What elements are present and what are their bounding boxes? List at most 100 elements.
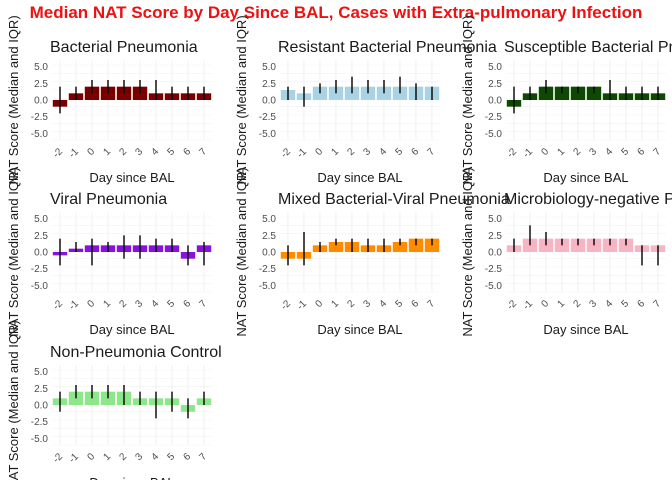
x-tick-label: 3 <box>133 298 145 310</box>
panel-title: Resistant Bacterial Pneumonia <box>278 39 497 56</box>
y-axis-title: NAT Score (Median and IQR) <box>460 15 475 184</box>
x-axis-title: Day since BAL <box>89 170 174 185</box>
x-tick-label: -2 <box>279 146 293 160</box>
x-tick-label: -2 <box>51 298 65 312</box>
y-tick-label: -2.5 <box>31 112 49 123</box>
x-tick-label: 0 <box>313 298 325 310</box>
y-tick-label: -5.0 <box>31 129 49 140</box>
y-tick-label: -5.0 <box>259 281 277 292</box>
x-tick-label: 6 <box>409 298 421 310</box>
x-tick-label: 1 <box>329 298 341 310</box>
x-tick-label: 7 <box>425 298 437 310</box>
x-tick-label: 7 <box>651 298 663 310</box>
x-tick-label: -2 <box>279 298 293 312</box>
grid <box>52 365 212 446</box>
x-tick-label: 5 <box>165 298 177 310</box>
x-tick-label: 2 <box>571 298 583 310</box>
x-axis-title: Day since BAL <box>543 322 628 337</box>
x-tick-label: 3 <box>361 146 373 158</box>
x-tick-label: -2 <box>505 146 519 160</box>
x-tick-label: 6 <box>635 298 647 310</box>
x-tick-label: -1 <box>521 146 535 160</box>
y-tick-label: -5.0 <box>31 281 49 292</box>
x-tick-label: -2 <box>51 146 65 160</box>
x-tick-label: -1 <box>67 298 81 312</box>
y-tick-label: -2.5 <box>31 417 49 428</box>
y-axis-title: NAT Score (Median and IQR) <box>6 320 21 480</box>
x-tick-label: -2 <box>51 451 65 465</box>
x-tick-label: 7 <box>197 146 209 158</box>
panel-title: Viral Pneumonia <box>50 191 167 208</box>
x-tick-label: 5 <box>393 298 405 310</box>
panel-title: Susceptible Bacterial Pneumonia <box>504 39 672 56</box>
y-tick-label: 5.0 <box>262 62 276 73</box>
x-tick-label: 7 <box>197 298 209 310</box>
y-tick-label: 5.0 <box>34 367 48 378</box>
y-axis-title: NAT Score (Median and IQR) <box>234 167 249 336</box>
x-tick-label: 4 <box>603 146 615 158</box>
x-tick-label: 1 <box>101 146 113 158</box>
x-tick-label: 2 <box>117 298 129 310</box>
bar <box>602 238 618 252</box>
bar <box>570 238 586 252</box>
y-tick-label: -2.5 <box>485 264 503 275</box>
x-tick-label: 1 <box>555 146 567 158</box>
x-tick-label: 5 <box>619 298 631 310</box>
y-tick-label: 0.0 <box>262 248 276 259</box>
y-tick-label: 0.0 <box>34 248 48 259</box>
bar <box>522 238 538 252</box>
x-tick-label: 5 <box>165 451 177 463</box>
x-tick-label: 6 <box>635 146 647 158</box>
y-tick-label: 5.0 <box>488 214 502 225</box>
grid <box>280 60 440 141</box>
y-tick-label: 0.0 <box>34 401 48 412</box>
y-tick-label: -5.0 <box>485 129 503 140</box>
bar <box>554 238 570 252</box>
bar <box>392 242 408 252</box>
y-axis-title: NAT Score (Median and IQR) <box>6 15 21 184</box>
x-tick-label: 3 <box>361 298 373 310</box>
panel-title: Mixed Bacterial-Viral Pneumonia <box>278 191 510 208</box>
x-tick-label: 3 <box>587 298 599 310</box>
x-tick-label: 2 <box>117 451 129 463</box>
y-tick-label: 2.5 <box>262 231 276 242</box>
x-axis-title: Day since BAL <box>543 170 628 185</box>
bar <box>586 238 602 252</box>
x-axis-title: Day since BAL <box>89 475 174 480</box>
bar <box>618 238 634 252</box>
x-axis-title: Day since BAL <box>317 170 402 185</box>
x-tick-label: 3 <box>133 451 145 463</box>
y-tick-label: 0.0 <box>262 96 276 107</box>
panel-title: Non-Pneumonia Control <box>50 344 222 361</box>
panel-title: Bacterial Pneumonia <box>50 39 198 56</box>
x-tick-label: 2 <box>345 146 357 158</box>
x-tick-label: 7 <box>425 146 437 158</box>
x-tick-label: -1 <box>67 451 81 465</box>
y-tick-label: 2.5 <box>262 79 276 90</box>
x-tick-label: 1 <box>101 298 113 310</box>
x-tick-label: 5 <box>619 146 631 158</box>
y-tick-label: 2.5 <box>34 384 48 395</box>
y-tick-label: 2.5 <box>488 79 502 90</box>
y-tick-label: 0.0 <box>488 248 502 259</box>
x-tick-label: 4 <box>377 146 389 158</box>
y-tick-label: 5.0 <box>488 62 502 73</box>
x-tick-label: -1 <box>295 146 309 160</box>
x-tick-label: 0 <box>85 298 97 310</box>
y-tick-label: -2.5 <box>31 264 49 275</box>
y-axis-title: NAT Score (Median and IQR) <box>460 167 475 336</box>
x-tick-label: 4 <box>149 451 161 463</box>
x-tick-label: 1 <box>101 451 113 463</box>
x-tick-label: 6 <box>409 146 421 158</box>
x-tick-label: 5 <box>165 146 177 158</box>
x-tick-label: -1 <box>295 298 309 312</box>
x-tick-label: 3 <box>587 146 599 158</box>
y-tick-label: 5.0 <box>34 62 48 73</box>
x-axis-title: Day since BAL <box>317 322 402 337</box>
x-tick-label: 6 <box>181 298 193 310</box>
x-tick-label: 6 <box>181 451 193 463</box>
